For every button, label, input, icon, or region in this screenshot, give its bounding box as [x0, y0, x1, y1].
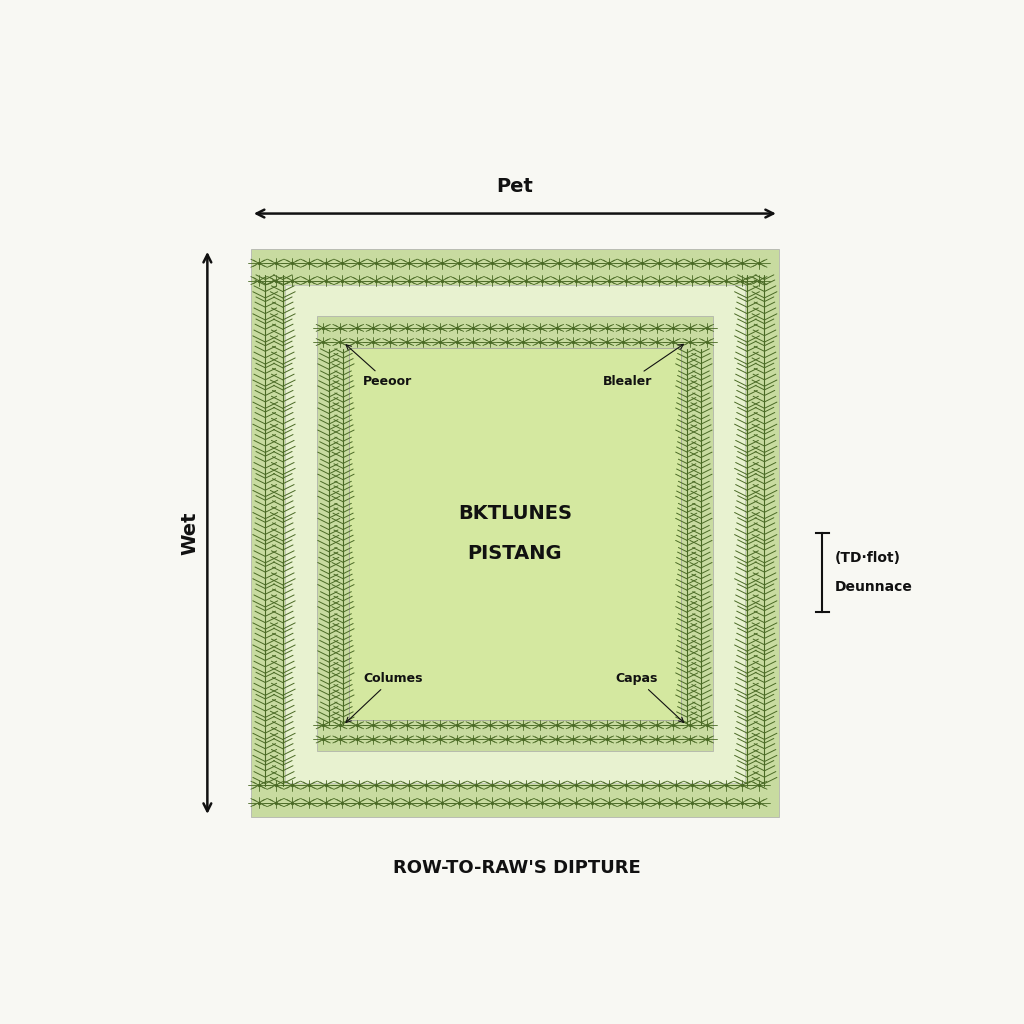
Text: Columes: Columes: [346, 672, 423, 723]
Bar: [316, 316, 713, 752]
Text: BKTLUNES: BKTLUNES: [458, 505, 571, 523]
Text: Blealer: Blealer: [603, 344, 683, 388]
Bar: [251, 249, 778, 817]
Text: Peeoor: Peeoor: [346, 345, 412, 388]
Text: ROW-TO-RAW'S DIPTURE: ROW-TO-RAW'S DIPTURE: [393, 859, 641, 877]
Text: Pet: Pet: [497, 177, 534, 197]
Bar: [348, 347, 681, 720]
Text: Wet: Wet: [180, 511, 200, 555]
Text: PISTANG: PISTANG: [468, 544, 562, 563]
Text: Capas: Capas: [615, 672, 684, 723]
Text: (TD·flot): (TD·flot): [835, 551, 900, 565]
Text: Deunnace: Deunnace: [835, 580, 912, 594]
Bar: [285, 285, 744, 782]
